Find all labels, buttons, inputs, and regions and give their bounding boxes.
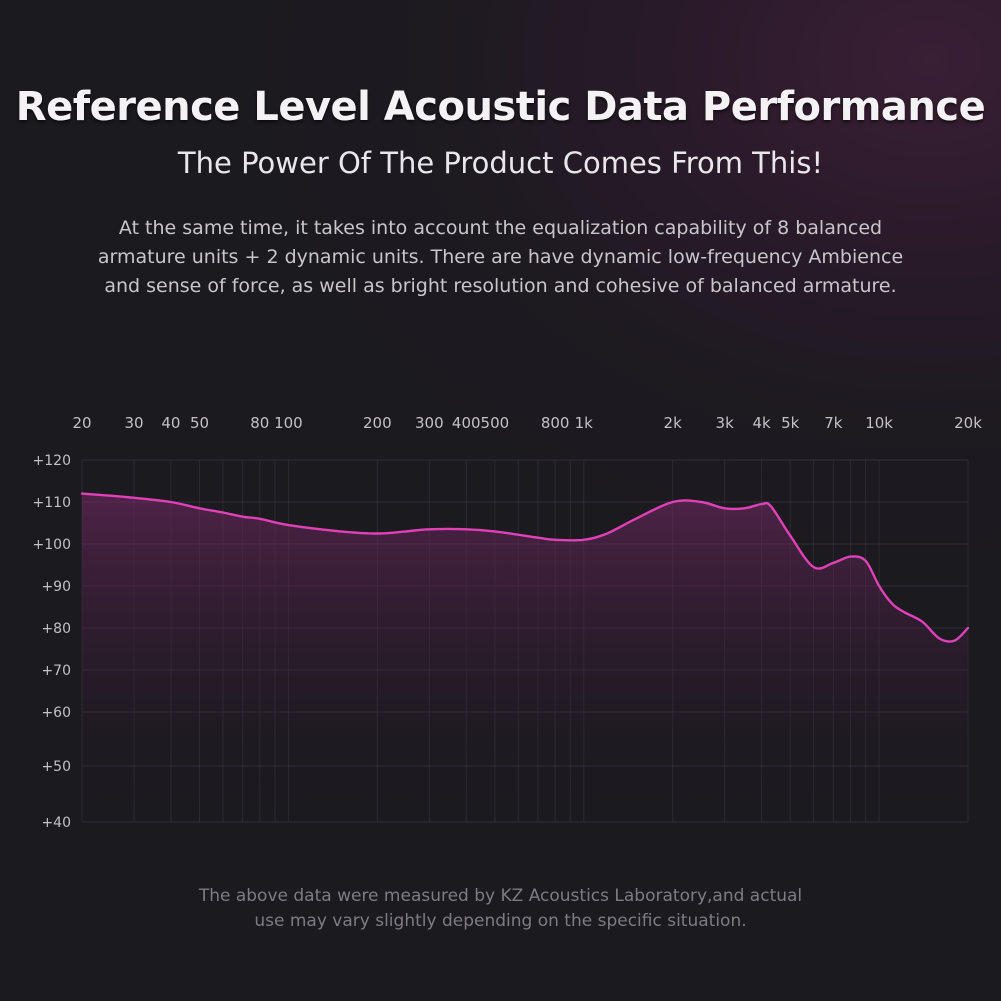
response-area-fill <box>82 493 968 822</box>
x-tick-label: 1k <box>575 414 594 432</box>
footnote-line: The above data were measured by KZ Acous… <box>198 886 803 906</box>
y-tick-label: +80 <box>41 621 71 637</box>
x-tick-label: 100 <box>274 414 303 432</box>
x-tick-label: 50 <box>190 414 209 432</box>
x-tick-label: 300 <box>415 414 444 432</box>
x-axis-labels: 20 30 40 50 80 100 200 300 400 500 800 1k 2k 3k 4k 5k 7k… <box>72 414 982 432</box>
chart-area-layer <box>82 493 968 822</box>
x-tick-label: 7k <box>824 414 843 432</box>
x-tick-label: 20 <box>72 414 91 432</box>
x-tick-label: 3k <box>716 414 735 432</box>
description-line: and sense of force, as well as bright re… <box>104 275 897 297</box>
x-tick-label: 400 <box>452 414 481 432</box>
x-tick-label: 4k <box>752 414 771 432</box>
y-tick-label: +100 <box>33 537 71 553</box>
x-tick-label: 10k <box>865 414 893 432</box>
y-tick-label: +120 <box>33 453 71 469</box>
x-tick-label: 5k <box>781 414 800 432</box>
page-title: Reference Level Acoustic Data Performanc… <box>15 84 986 130</box>
page-subtitle: The Power Of The Product Comes From This… <box>177 146 824 180</box>
y-axis-labels: +120 +110 +100 +90 +80 +70 +60 +50 +40 <box>33 453 71 831</box>
y-tick-label: +40 <box>41 815 71 831</box>
x-tick-label: 500 <box>481 414 510 432</box>
chart-line-layer <box>80 492 970 643</box>
y-tick-label: +60 <box>41 705 71 721</box>
x-tick-label: 80 <box>250 414 269 432</box>
footnote-line: use may vary slightly depending on the s… <box>254 911 747 931</box>
x-tick-label: 40 <box>161 414 180 432</box>
description-line: At the same time, it takes into account … <box>118 217 883 239</box>
y-tick-label: +70 <box>41 663 71 679</box>
frequency-response-line <box>80 492 970 643</box>
x-tick-label: 200 <box>363 414 392 432</box>
x-tick-label: 30 <box>124 414 143 432</box>
y-tick-label: +50 <box>41 759 71 775</box>
y-tick-label: +90 <box>41 579 71 595</box>
x-tick-label: 800 <box>541 414 570 432</box>
description: At the same time, it takes into account … <box>50 214 951 301</box>
footnote: The above data were measured by KZ Acous… <box>0 884 1001 934</box>
y-tick-label: +110 <box>33 495 71 511</box>
description-line: armature units + 2 dynamic units. There … <box>97 246 904 268</box>
x-tick-label: 2k <box>664 414 683 432</box>
x-tick-label: 20k <box>954 414 982 432</box>
